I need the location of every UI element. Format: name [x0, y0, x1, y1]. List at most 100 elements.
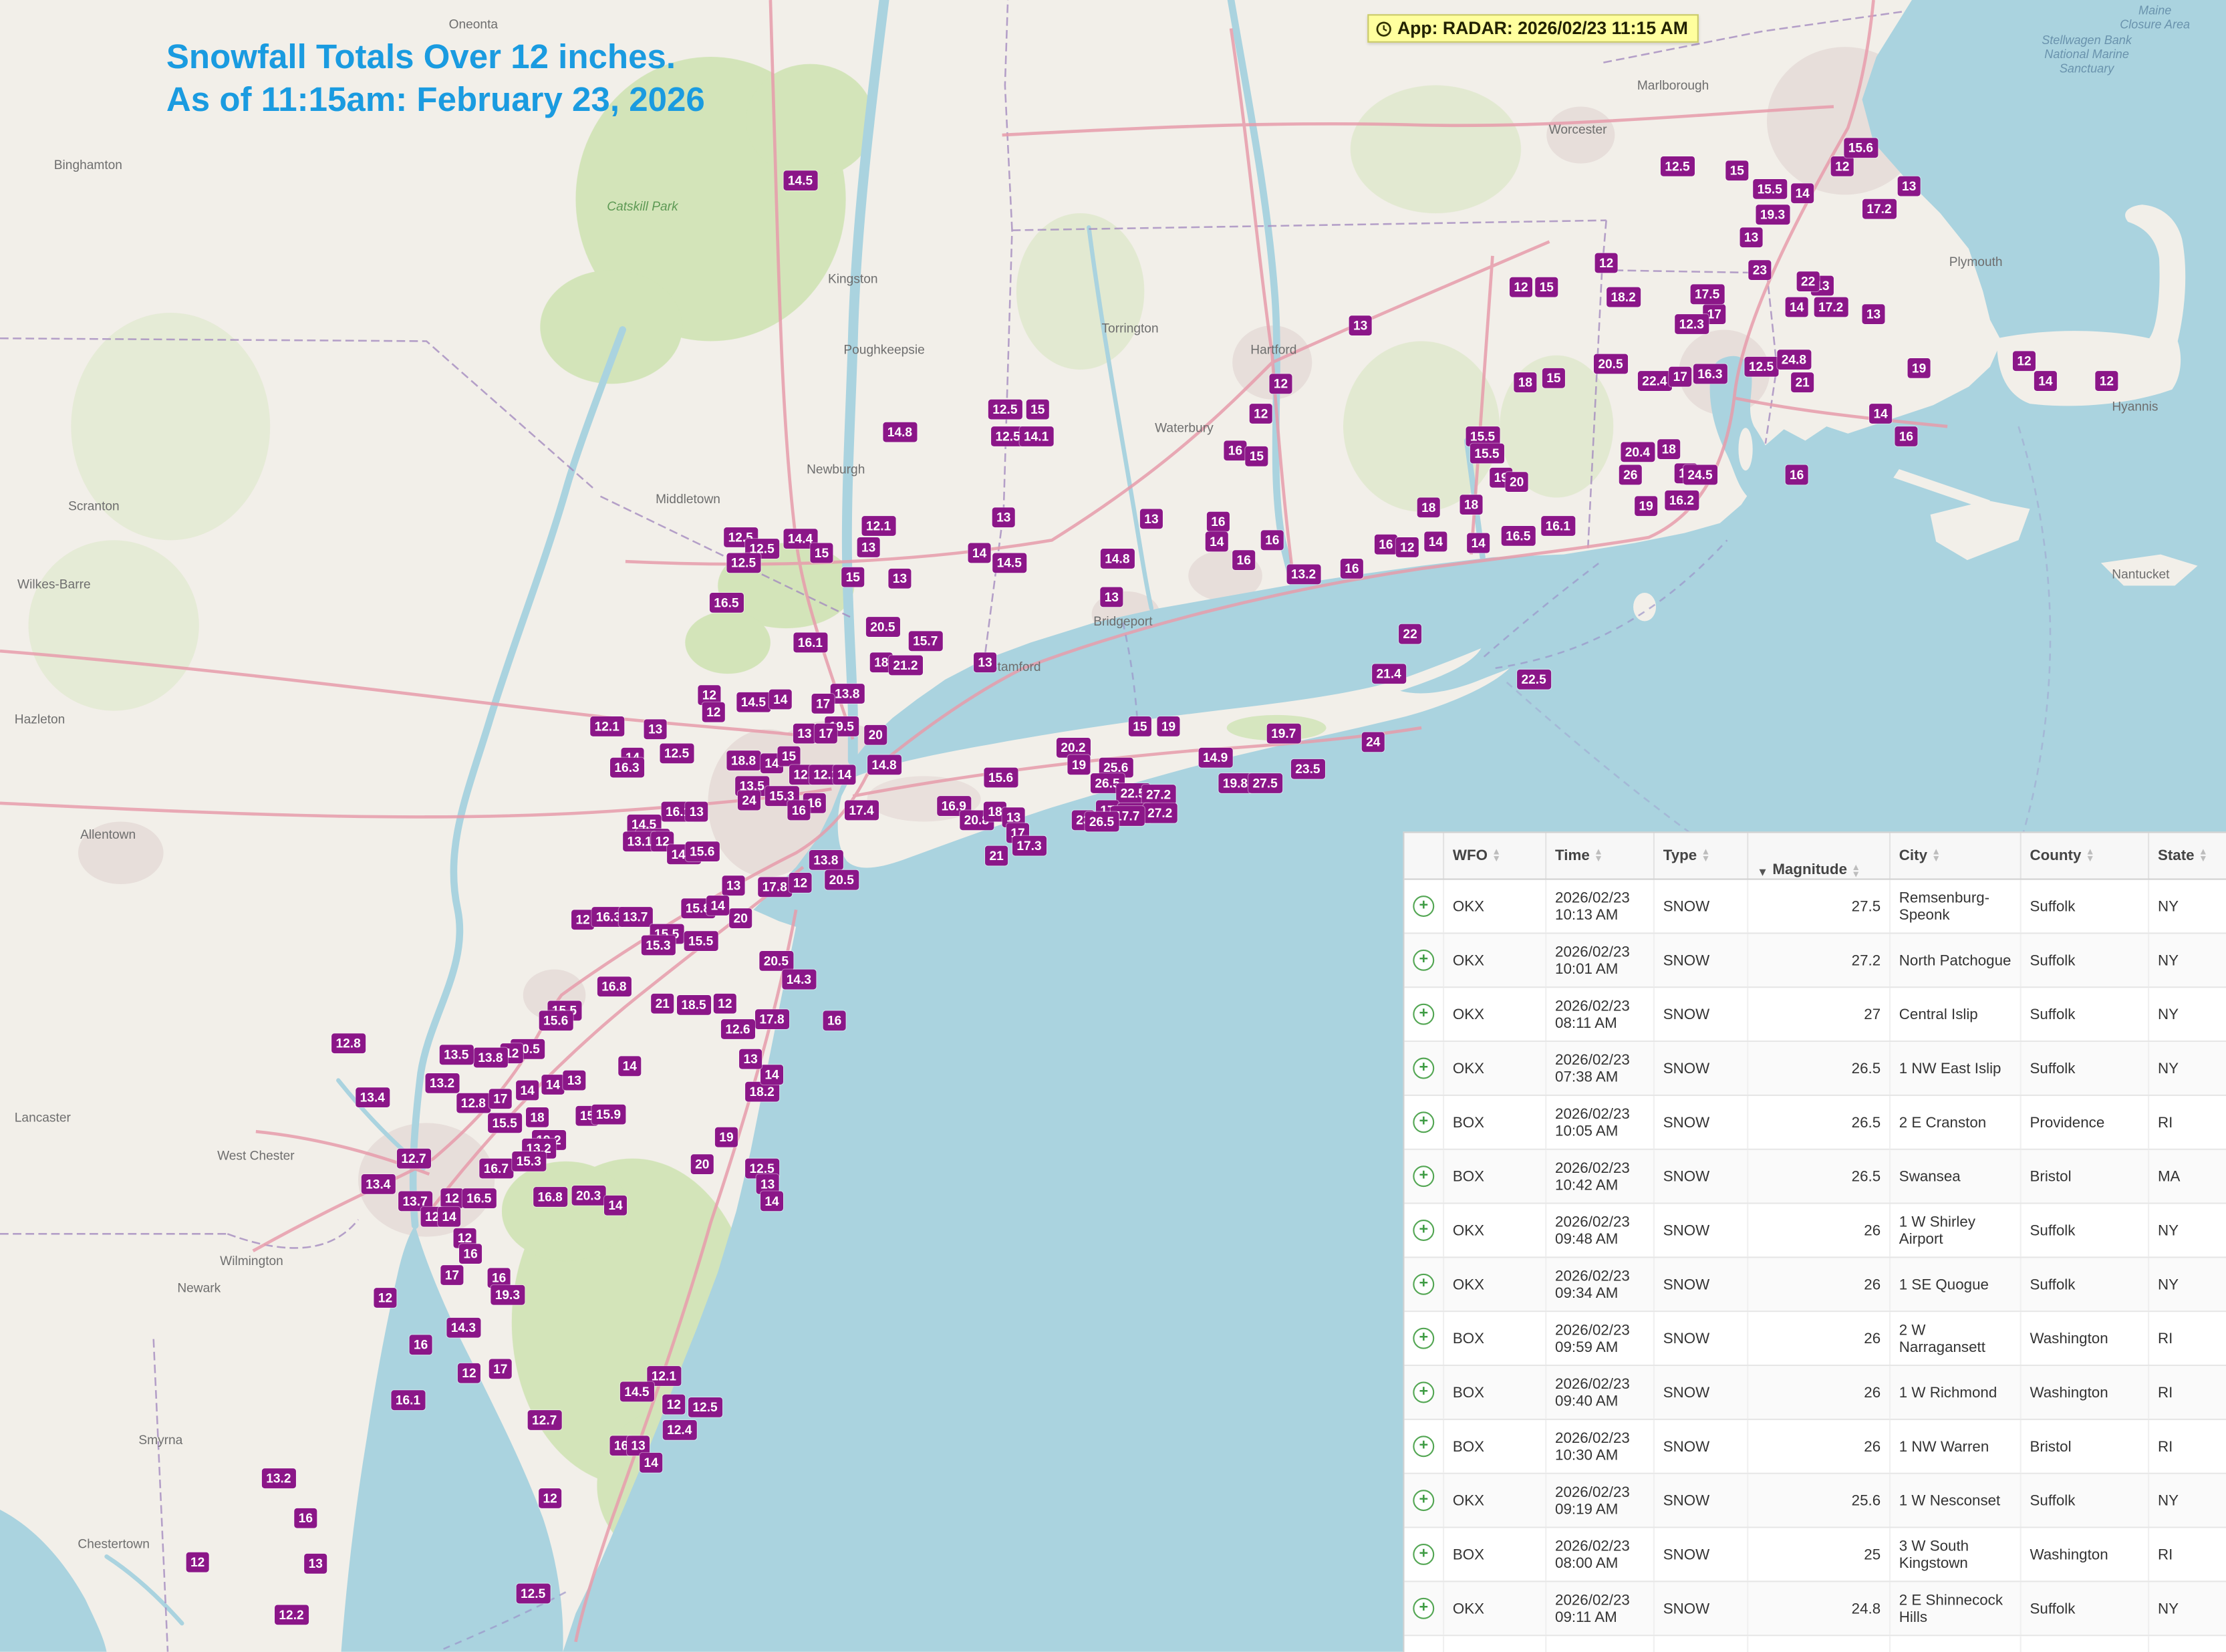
snowfall-marker[interactable]: 15 [1026, 399, 1049, 420]
snowfall-marker[interactable]: 12.5 [688, 1397, 722, 1417]
snowfall-marker[interactable]: 16 [487, 1268, 511, 1288]
snowfall-marker[interactable]: 14 [1785, 297, 1808, 317]
snowfall-marker[interactable]: 15 [1245, 446, 1268, 466]
column-header-county[interactable]: County ▲ ▼ [2022, 833, 2150, 879]
snowfall-marker[interactable]: 12.5 [745, 539, 779, 559]
snowfall-marker[interactable]: 19.3 [491, 1284, 525, 1305]
snowfall-marker[interactable]: 19.7 [1266, 723, 1300, 744]
snowfall-marker[interactable]: 17.8 [754, 1009, 789, 1030]
snowfall-marker[interactable]: 14 [1791, 183, 1814, 204]
snowfall-marker[interactable]: 20 [864, 724, 887, 745]
snowfall-marker[interactable]: 13 [563, 1070, 586, 1091]
snowfall-marker[interactable]: 23 [1748, 260, 1772, 281]
snowfall-marker[interactable]: 13 [627, 1435, 650, 1456]
snowfall-marker[interactable]: 22 [1399, 624, 1422, 644]
snowfall-marker[interactable]: 12.1 [590, 716, 624, 736]
snowfall-marker[interactable]: 16 [1232, 550, 1256, 570]
snowfall-marker[interactable]: 13.8 [830, 684, 864, 704]
snowfall-marker[interactable]: 21.4 [1372, 664, 1406, 684]
snowfall-marker[interactable]: 14 [1869, 404, 1893, 424]
snowfall-marker[interactable]: 22.4 [1637, 371, 1671, 391]
snowfall-marker[interactable]: 21.2 [888, 655, 922, 676]
snowfall-marker[interactable]: 21 [651, 993, 674, 1014]
snowfall-marker[interactable]: 14.5 [783, 170, 817, 191]
snowfall-marker[interactable]: 15 [841, 567, 865, 587]
snowfall-marker[interactable]: 19 [1067, 754, 1091, 775]
snowfall-marker[interactable]: 12.5 [726, 553, 760, 573]
snowfall-marker[interactable]: 13.8 [809, 850, 843, 870]
snowfall-marker[interactable]: 14 [833, 765, 856, 785]
snowfall-marker[interactable]: 12 [1395, 537, 1419, 557]
snowfall-marker[interactable]: 17 [814, 723, 837, 744]
snowfall-marker[interactable]: 16.8 [533, 1187, 567, 1207]
sort-arrows-icon[interactable]: ▲ ▼ [2198, 847, 2208, 865]
snowfall-marker[interactable]: 14 [516, 1080, 539, 1101]
snowfall-marker[interactable]: 26.5 [1090, 773, 1125, 793]
snowfall-marker[interactable]: 15 [777, 746, 801, 767]
snowfall-marker[interactable]: 26 [1619, 464, 1642, 485]
snowfall-marker[interactable]: 13 [1897, 176, 1921, 196]
snowfall-marker[interactable]: 17.4 [844, 800, 879, 821]
snowfall-marker[interactable]: 21 [985, 845, 1008, 866]
snowfall-marker[interactable]: 12 [1830, 156, 1854, 176]
column-header-type[interactable]: Type ▲ ▼ [1655, 833, 1749, 879]
snowfall-marker[interactable]: 14 [618, 1056, 642, 1077]
snowfall-marker[interactable]: 13.2 [1286, 564, 1320, 585]
snowfall-marker[interactable]: 20.2 [1056, 737, 1090, 758]
snowfall-marker[interactable]: 19.8 [1218, 773, 1252, 793]
snowfall-marker[interactable]: 24.5 [1683, 464, 1717, 485]
snowfall-marker[interactable]: 17.2 [1814, 297, 1848, 317]
snowfall-marker[interactable]: 24 [1361, 732, 1385, 752]
snowfall-marker[interactable]: 13 [1740, 227, 1763, 248]
snowfall-marker[interactable]: 14.8 [1100, 549, 1134, 569]
snowfall-marker[interactable]: 12.5 [988, 399, 1022, 420]
snowfall-marker[interactable]: 13 [992, 507, 1015, 528]
snowfall-marker[interactable]: 12 [186, 1552, 209, 1572]
column-header-city[interactable]: City ▲ ▼ [1891, 833, 2022, 879]
snowfall-marker[interactable]: 16.5 [462, 1188, 496, 1209]
snowfall-marker[interactable]: 18.2 [1607, 287, 1641, 307]
snowfall-marker[interactable]: 15.6 [539, 1010, 573, 1031]
snowfall-marker[interactable]: 27.2 [1143, 803, 1177, 823]
snowfall-marker[interactable]: 16 [1785, 464, 1808, 485]
snowfall-marker[interactable]: 12 [789, 873, 812, 893]
snowfall-marker[interactable]: 13 [974, 652, 997, 673]
snowfall-marker[interactable]: 14 [438, 1206, 461, 1227]
snowfall-marker[interactable]: 14.9 [1198, 747, 1232, 768]
snowfall-marker[interactable]: 13 [1100, 587, 1123, 607]
column-header-magnitude[interactable]: ▼ Magnitude ▲ ▼ [1748, 833, 1891, 879]
snowfall-marker[interactable]: 13 [1139, 509, 1163, 529]
expand-row-icon[interactable]: + [1413, 1381, 1435, 1403]
snowfall-marker[interactable]: 13 [685, 801, 708, 822]
snowfall-marker[interactable]: 14.3 [782, 969, 816, 990]
snowfall-marker[interactable]: 14.1 [1019, 426, 1053, 446]
snowfall-marker[interactable]: 16.9 [937, 796, 971, 816]
expand-row-icon[interactable]: + [1413, 1327, 1435, 1349]
snowfall-marker[interactable]: 18 [1459, 495, 1483, 515]
snowfall-marker[interactable]: 12 [713, 993, 736, 1014]
snowfall-marker[interactable]: 19.3 [1756, 204, 1790, 225]
snowfall-marker[interactable]: 12.3 [1675, 314, 1709, 334]
snowfall-marker[interactable]: 15.6 [1844, 138, 1878, 158]
snowfall-marker[interactable]: 13 [1349, 315, 1372, 335]
snowfall-marker[interactable]: 14 [760, 1191, 784, 1212]
expand-row-icon[interactable]: + [1413, 1111, 1435, 1133]
snowfall-marker[interactable]: 15.5 [488, 1113, 522, 1133]
snowfall-marker[interactable]: 13 [793, 723, 816, 744]
sort-arrows-icon[interactable]: ▲ ▼ [1931, 847, 1941, 865]
snowfall-marker[interactable]: 17 [1669, 366, 1692, 387]
snowfall-marker[interactable]: 13.2 [261, 1468, 295, 1489]
snowfall-marker[interactable]: 15.3 [641, 935, 675, 956]
snowfall-marker[interactable]: 13.7 [618, 907, 652, 927]
snowfall-marker[interactable]: 21 [1791, 372, 1814, 393]
snowfall-marker[interactable]: 14 [769, 689, 792, 710]
snowfall-marker[interactable]: 12 [662, 1394, 686, 1415]
snowfall-marker[interactable]: 12 [539, 1488, 562, 1508]
snowfall-marker[interactable]: 17 [440, 1265, 464, 1285]
snowfall-marker[interactable]: 17.5 [1690, 284, 1724, 305]
snowfall-marker[interactable]: 16.1 [793, 632, 827, 653]
snowfall-marker[interactable]: 18.2 [745, 1081, 779, 1102]
snowfall-marker[interactable]: 20 [1505, 472, 1528, 492]
snowfall-marker[interactable]: 14 [604, 1195, 628, 1216]
snowfall-marker[interactable]: 16.3 [610, 757, 644, 778]
